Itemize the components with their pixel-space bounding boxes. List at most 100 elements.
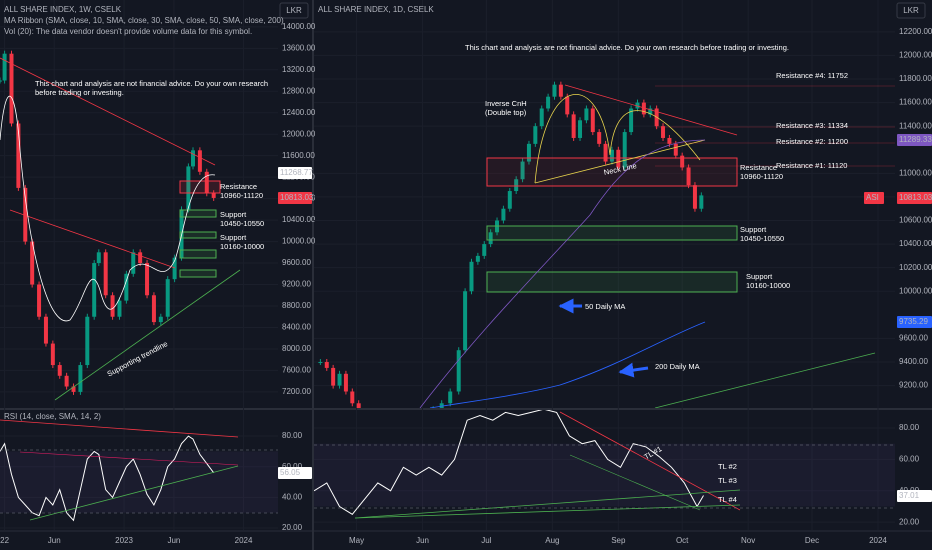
currency-button[interactable] (279, 2, 309, 19)
x-tick-label: Jul (481, 536, 491, 545)
resistance-label: Resistance #1: 11120 (776, 161, 847, 170)
annotation: 200 Daily MA (655, 362, 700, 371)
candle (635, 102, 640, 109)
candle (186, 166, 191, 210)
right-grid: 12200.00 12000.00 11800.00 11600.00 11400.00… (314, 0, 932, 545)
x-tick-label: 22 (0, 536, 9, 545)
ma-line (419, 139, 706, 408)
price-tag-bg (897, 490, 932, 502)
resistance-label: Resistance #2: 11200 (776, 137, 848, 146)
y-tick-label: 11400.00 (899, 121, 932, 130)
y-tick-label: 10600.00 (899, 216, 932, 225)
y-tick-label: 20.00 (282, 523, 303, 532)
candle (584, 108, 589, 121)
zone (179, 209, 217, 218)
drawing-line (0, 57, 216, 166)
candle (43, 316, 48, 344)
currency-label[interactable]: LKR (286, 6, 302, 15)
ma-line (429, 321, 706, 408)
chart-title: ALL SHARE INDEX, 1D, CSELK (318, 5, 434, 14)
x-tick-label: 2024 (869, 536, 887, 545)
y-tick-label: 12000.00 (282, 129, 316, 138)
y-tick-label: 7600.00 (282, 366, 311, 375)
zone (486, 225, 738, 241)
x-tick-label: Jun (416, 536, 429, 545)
disclaimer: This chart and analysis are not financia… (465, 43, 789, 52)
candle (0, 80, 2, 82)
zone (179, 180, 221, 194)
x-tick-label: May (349, 536, 364, 545)
rsi-band (314, 443, 895, 507)
candle (603, 143, 608, 162)
candle (204, 171, 209, 194)
candle (673, 143, 678, 156)
candle (57, 365, 62, 376)
zone (486, 157, 738, 187)
drawing (654, 352, 876, 408)
x-tick-label: 2024 (235, 536, 253, 545)
y-tick-label: 60.00 (282, 462, 303, 471)
candle (331, 367, 336, 386)
y-tick-label: 7200.00 (282, 387, 311, 396)
currency-button[interactable] (896, 2, 926, 19)
candle (641, 102, 646, 115)
x-tick-label: 2023 (115, 536, 133, 545)
y-tick-label: 9200.00 (899, 381, 928, 390)
candle (558, 84, 563, 97)
candle (565, 96, 570, 115)
candle (520, 161, 525, 180)
candle (507, 191, 512, 209)
candle (337, 373, 342, 386)
indicator-label: RSI (14, close, SMA, 14, 2) (4, 412, 101, 421)
candle (138, 252, 143, 264)
candle (131, 252, 136, 274)
ma (429, 321, 706, 408)
y-tick-label: 20.00 (899, 517, 920, 526)
y-tick-label: 14000.00 (282, 22, 316, 31)
candle (190, 150, 195, 167)
candle (85, 316, 90, 366)
candle (622, 132, 627, 168)
candle (539, 108, 544, 127)
candle (2, 53, 7, 81)
candle (318, 362, 323, 364)
annotation: TL #4 (718, 495, 737, 504)
annotation: 10960-11120 (740, 172, 783, 181)
candle (37, 284, 42, 317)
x-tick-label: Sep (611, 536, 626, 545)
y-tick-label: 10000.00 (282, 237, 316, 246)
candle (324, 362, 329, 368)
ma (419, 139, 706, 408)
candle (92, 263, 97, 317)
annotation: Resistance (220, 182, 257, 191)
symbol-tag-bg (864, 192, 884, 204)
chart-title: ALL SHARE INDEX, 1W, CSELK (4, 5, 122, 14)
zone (486, 271, 738, 293)
currency-label[interactable]: LKR (903, 6, 919, 15)
y-tick-label: 9600.00 (282, 258, 311, 267)
rsi-line (314, 410, 704, 515)
y-tick-label: 11000.00 (899, 168, 932, 177)
y-tick-label: 10400.00 (899, 239, 932, 248)
y-tick-label: 11600.00 (899, 98, 932, 107)
candle (30, 241, 35, 285)
price-tag: 37.01 (899, 491, 920, 500)
candle (546, 96, 551, 109)
drawing-line (9, 209, 176, 269)
resistance-label: Resistance #4: 11752 (776, 71, 848, 80)
arrow (618, 362, 649, 378)
candle (172, 257, 177, 280)
candle (96, 252, 101, 264)
y-tick-label: 11800.00 (899, 74, 932, 83)
zone (179, 231, 217, 239)
price-tag-bg (278, 192, 312, 204)
candle (9, 53, 14, 124)
candle (526, 143, 531, 162)
candle (356, 403, 361, 408)
drawings (0, 57, 895, 521)
price-tag: 10813.03 (280, 193, 314, 202)
price-tag: 9735.29 (899, 317, 928, 326)
y-tick-label: 9200.00 (282, 280, 311, 289)
symbol-tag: ASI (866, 193, 879, 202)
